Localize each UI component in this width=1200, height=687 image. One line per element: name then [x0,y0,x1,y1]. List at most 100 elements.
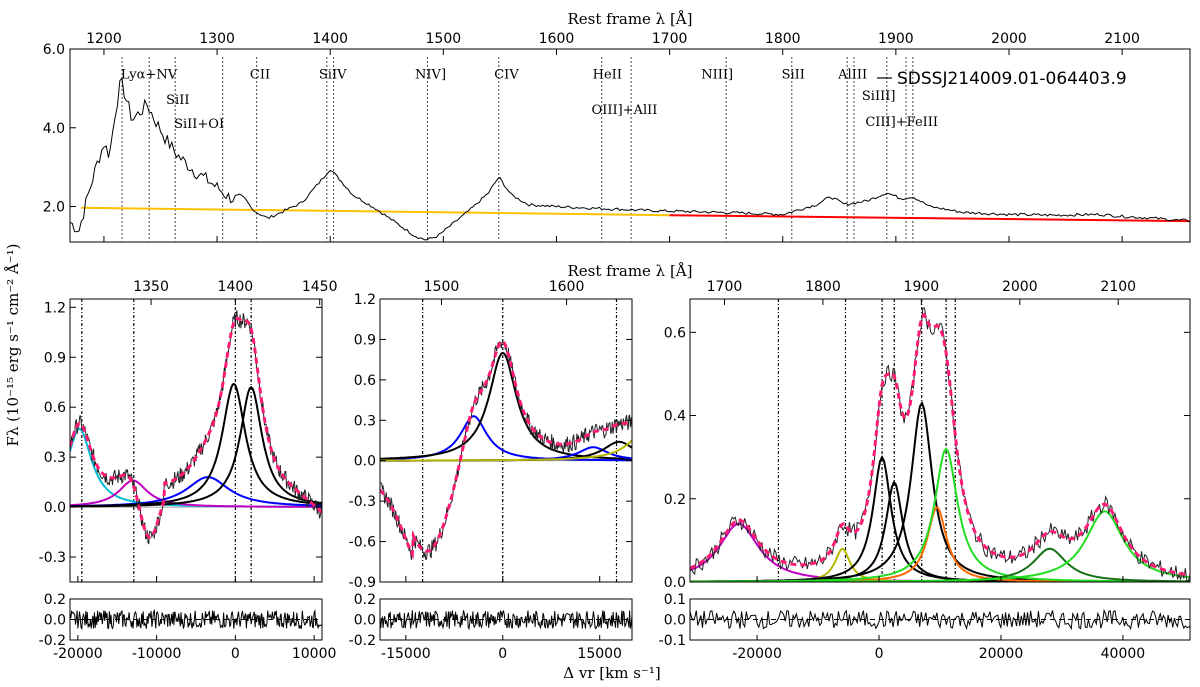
y-axis-label: Fλ (10⁻¹⁵ erg s⁻¹ cm⁻² Å⁻¹) [4,243,22,446]
x-tick-label: 2000 [991,31,1027,47]
x-tick-label: 15000 [577,646,622,662]
component-cyan [70,427,322,508]
line-marker-label: NIII] [701,68,733,83]
x-tick-label: 1300 [199,31,235,47]
x-tick-label: 0 [498,646,507,662]
overview-continuum [81,206,1191,223]
panel-frame [689,298,1191,583]
component-black-2 [690,480,1190,582]
line-marker-label: Lyα+NV [121,68,178,83]
x-tick-label: 1600 [539,31,575,47]
y-tick-label: 1.2 [44,300,66,316]
x-tick-label: 1800 [765,31,801,47]
panel-frame [379,298,633,583]
residual-y-tick-label: 0.2 [354,592,376,608]
line-marker-label: CIII]+FeIII [865,115,938,130]
line-marker-label: SiII [782,68,805,83]
panel-plot-area [690,299,1190,582]
line-marker-label: CIV [494,68,519,83]
residual-plot-area [690,608,1190,631]
residual-y-tick-label: 0.0 [664,613,686,629]
best-fit-model [70,316,322,539]
line-marker-label: SiIII] [862,89,896,104]
x-tick-label: 2100 [1104,31,1140,47]
top-tick-label: 1700 [707,279,743,295]
overview-ticks: 1200 1300 1400 1500 1600 1700 1800 1900 2000 2100… [43,31,1140,242]
line-marker-label: HeII [593,68,622,83]
residuals [70,608,322,631]
residual-y-tick-label: 0.1 [664,592,686,608]
residual-y-tick-label: 0.0 [44,613,66,629]
residuals [690,608,1190,631]
y-tick-label: 6.0 [43,42,65,58]
x-tick-label: -15000 [381,646,431,662]
x-tick-label: 10000 [292,646,337,662]
siiv-panel: -0.3 0.0 0.3 0.6 0.9 1.2 1350 1400 1450 -0.2 0.0 0.… [39,279,338,662]
line-marker-label: NIV] [415,68,446,83]
y-tick-label: 0.0 [44,500,66,516]
component-magenta [690,522,1190,582]
continuum-red [669,214,1191,223]
y-tick-label: 4.0 [43,121,65,137]
residual-plot-area [380,609,632,631]
y-tick-label: -0.6 [349,535,376,551]
overview-spectrum [69,76,1191,241]
residual-y-tick-label: 0.2 [44,592,66,608]
panel-frame [69,298,323,583]
y-tick-label: 0.0 [664,575,686,591]
y-tick-label: 1.2 [354,292,376,308]
line-marker-label: AlIII [837,68,867,83]
panel-plot-area [380,299,632,582]
top-tick-label: 1800 [805,279,841,295]
line-marker-label: OIII]+AlII [592,103,658,118]
x-tick-label: -20000 [53,646,103,662]
y-tick-label: 0.3 [44,450,66,466]
panel-plot-area [70,299,322,582]
top-tick-label: 1350 [133,279,169,295]
residual-y-tick-label: -0.1 [659,633,686,649]
top-tick-label: 1500 [424,279,460,295]
observed-spectrum [690,307,1190,582]
best-fit-model [380,339,632,560]
x-tick-label: 1900 [878,31,914,47]
y-tick-label: -0.3 [39,550,66,566]
component-olive [380,439,632,462]
component-black-1 [70,383,322,508]
line-marker-label: SiIV [319,68,347,83]
civ-panel: -0.9 -0.6 -0.3 0.0 0.3 0.6 0.9 1.2 1500 1600 -0.2 0… [349,279,633,662]
component-black-2 [70,386,322,508]
x-tick-label: 0 [875,646,884,662]
overview-line-markers: Lyα+NV SiII SiII+OI CII SiIV NIV] CIV HeII OIII]… [121,57,938,242]
lower-top-xlabel: Rest frame λ [Å] [567,262,692,280]
continuum-blue [81,206,670,217]
x-tick-label: 1500 [426,31,462,47]
y-tick-label: 0.9 [354,332,376,348]
x-tick-label: -20000 [732,646,782,662]
x-tick-label: 1200 [86,31,122,47]
top-tick-label: 1600 [549,279,585,295]
y-tick-label: 0.3 [354,413,376,429]
legend-label: SDSSJ214009.01-064403.9 [897,69,1127,89]
component-magenta [70,479,322,508]
y-tick-label: -0.3 [349,494,376,510]
overview-legend: SDSSJ214009.01-064403.9 [877,69,1127,89]
residual-y-tick-label: -0.2 [39,633,66,649]
y-tick-label: -0.9 [349,575,376,591]
residuals [380,609,632,631]
x-tick-label: 0 [231,646,240,662]
x-tick-label: 20000 [979,646,1024,662]
residual-y-tick-label: 0.0 [354,613,376,629]
top-tick-label: 1450 [302,279,338,295]
overview-top-xlabel: Rest frame λ [Å] [567,10,692,28]
x-tick-label: 1400 [312,31,348,47]
x-tick-label: -10000 [132,646,182,662]
overview-frame [69,48,1191,243]
overview-panel: 1200 1300 1400 1500 1600 1700 1800 1900 2000 2100… [43,10,1191,243]
x-axis-label: Δ vr [km s⁻¹] [563,664,660,682]
x-tick-label: 40000 [1101,646,1146,662]
observed-spectrum [70,310,322,545]
line-marker-label: SiII+OI [174,117,224,132]
y-tick-label: 0.0 [354,454,376,470]
